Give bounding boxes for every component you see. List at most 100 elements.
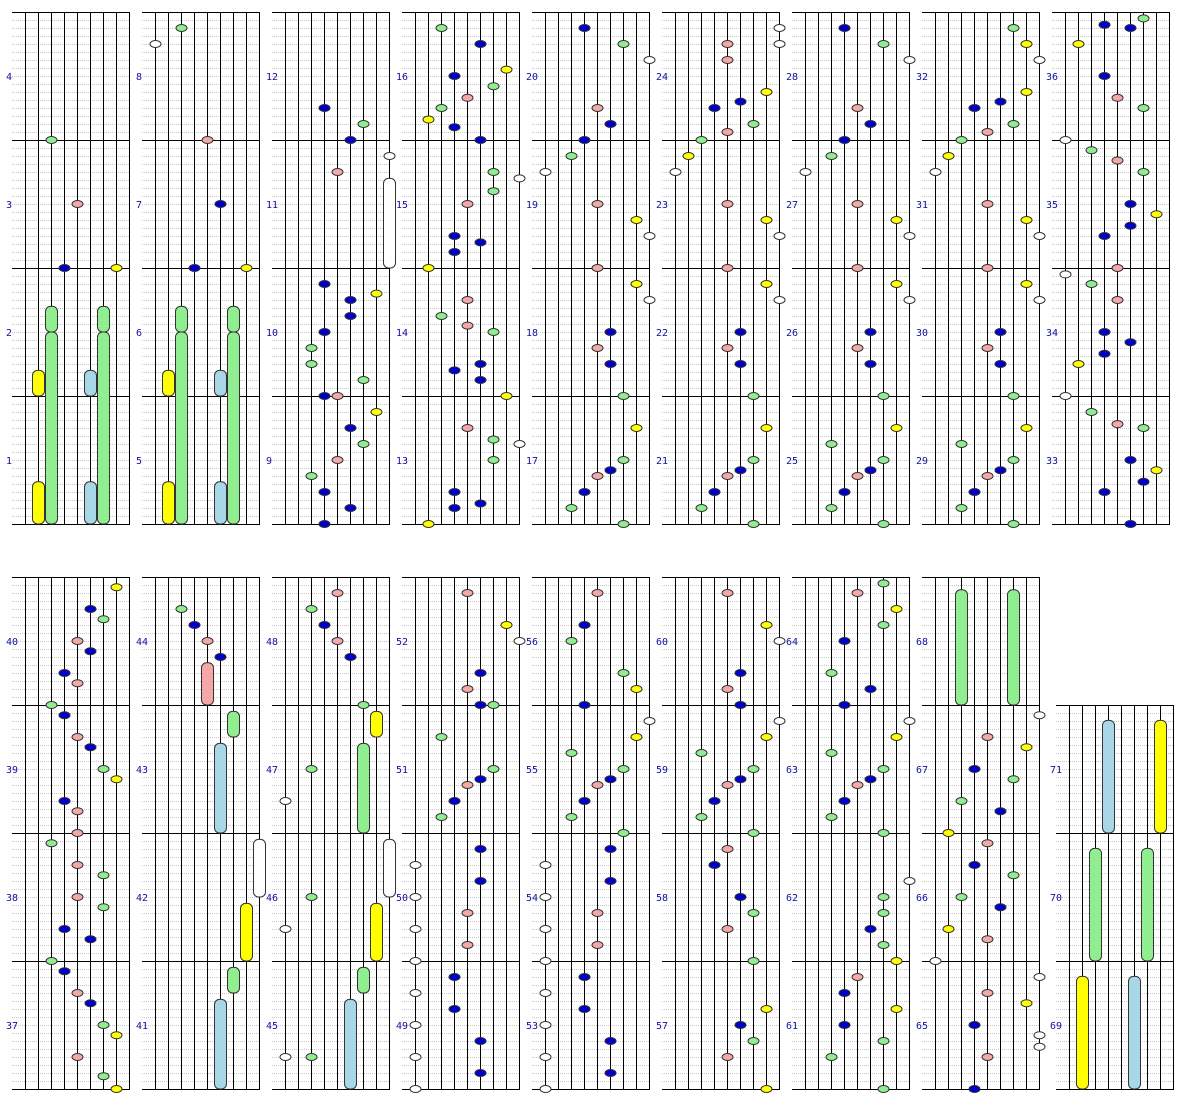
note bbox=[578, 797, 591, 805]
note bbox=[747, 957, 760, 965]
note bbox=[851, 200, 864, 208]
long-note bbox=[1007, 589, 1020, 706]
note bbox=[877, 520, 890, 528]
note bbox=[500, 392, 513, 400]
long-note bbox=[240, 902, 253, 962]
note bbox=[110, 1031, 123, 1040]
measure-number: 58 bbox=[656, 893, 668, 904]
note bbox=[448, 488, 461, 496]
note bbox=[630, 733, 643, 741]
note bbox=[1020, 216, 1033, 224]
note bbox=[318, 328, 331, 336]
note bbox=[58, 797, 71, 805]
note bbox=[1124, 520, 1137, 528]
long-note bbox=[1154, 719, 1167, 834]
note bbox=[981, 472, 994, 480]
long-note bbox=[227, 966, 240, 994]
measure-number: 68 bbox=[916, 637, 928, 648]
note bbox=[617, 669, 630, 677]
measure-number: 57 bbox=[656, 1021, 668, 1032]
note bbox=[838, 989, 851, 997]
chart-column: 21 22 23 24 bbox=[656, 12, 786, 528]
long-note bbox=[370, 710, 383, 738]
note bbox=[97, 871, 110, 880]
measure-number: 69 bbox=[1050, 1021, 1062, 1032]
note bbox=[864, 925, 877, 933]
note bbox=[721, 264, 734, 272]
measure-number: 11 bbox=[266, 200, 278, 211]
note bbox=[1033, 1031, 1046, 1040]
note bbox=[84, 999, 97, 1008]
measure-number: 71 bbox=[1050, 765, 1062, 776]
note bbox=[630, 280, 643, 288]
note bbox=[474, 775, 487, 784]
measure-number: 16 bbox=[396, 72, 408, 83]
note bbox=[838, 24, 851, 32]
measure-number: 46 bbox=[266, 893, 278, 904]
note bbox=[1111, 93, 1124, 102]
note bbox=[1033, 711, 1046, 720]
note bbox=[214, 200, 227, 208]
measure-number: 37 bbox=[6, 1021, 18, 1032]
note bbox=[409, 861, 422, 869]
note bbox=[240, 264, 253, 272]
note bbox=[591, 104, 604, 112]
long-note bbox=[1089, 847, 1102, 962]
note bbox=[448, 72, 461, 80]
note bbox=[721, 40, 734, 48]
note bbox=[981, 344, 994, 352]
note bbox=[760, 88, 773, 96]
note bbox=[981, 989, 994, 997]
note bbox=[461, 589, 474, 597]
note bbox=[1007, 871, 1020, 880]
note bbox=[734, 669, 747, 677]
note bbox=[539, 168, 552, 176]
long-note bbox=[162, 369, 175, 397]
note bbox=[1124, 200, 1137, 208]
note bbox=[617, 392, 630, 400]
note bbox=[370, 408, 383, 416]
measure-number: 7 bbox=[136, 200, 142, 211]
note bbox=[877, 829, 890, 837]
note bbox=[357, 120, 370, 128]
note bbox=[604, 775, 617, 784]
note bbox=[84, 743, 97, 752]
note bbox=[1098, 20, 1111, 29]
note bbox=[838, 637, 851, 645]
note bbox=[45, 136, 58, 144]
note bbox=[643, 232, 656, 240]
note bbox=[448, 504, 461, 512]
note bbox=[1007, 775, 1020, 784]
note bbox=[760, 1085, 773, 1093]
note bbox=[825, 669, 838, 677]
note bbox=[877, 40, 890, 48]
measure-number: 60 bbox=[656, 637, 668, 648]
note bbox=[1150, 210, 1163, 219]
note bbox=[643, 717, 656, 725]
note bbox=[487, 82, 500, 91]
note bbox=[409, 893, 422, 901]
note bbox=[877, 1085, 890, 1093]
note bbox=[591, 264, 604, 272]
note bbox=[877, 621, 890, 629]
note bbox=[318, 621, 331, 629]
note bbox=[1098, 488, 1111, 496]
note bbox=[487, 456, 500, 464]
note bbox=[1007, 392, 1020, 400]
note bbox=[461, 685, 474, 693]
measure-number: 51 bbox=[396, 765, 408, 776]
note bbox=[825, 152, 838, 160]
note bbox=[539, 925, 552, 933]
measure-number: 8 bbox=[136, 72, 142, 83]
measure-number: 65 bbox=[916, 1021, 928, 1032]
note bbox=[344, 136, 357, 144]
note bbox=[942, 829, 955, 837]
note bbox=[110, 1085, 123, 1093]
measure-number: 26 bbox=[786, 328, 798, 339]
note bbox=[799, 168, 812, 176]
note bbox=[1059, 270, 1072, 279]
note bbox=[1111, 156, 1124, 165]
note bbox=[279, 797, 292, 805]
note bbox=[747, 765, 760, 773]
note bbox=[708, 861, 721, 869]
